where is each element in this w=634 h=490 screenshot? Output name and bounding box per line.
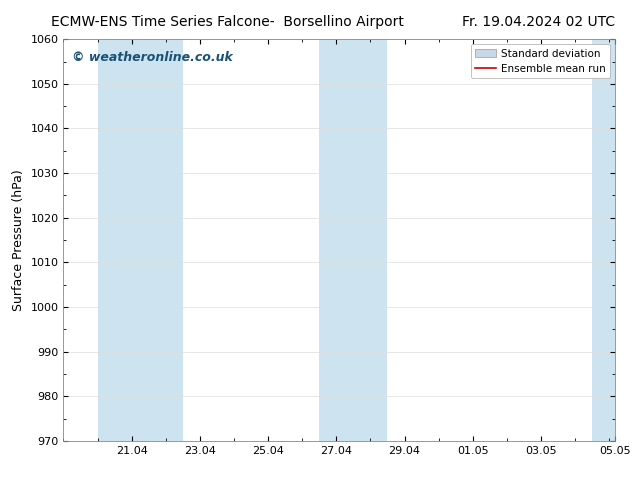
Bar bbox=[98, 39, 132, 441]
Bar bbox=[353, 39, 387, 441]
Text: Fr. 19.04.2024 02 UTC: Fr. 19.04.2024 02 UTC bbox=[462, 15, 615, 29]
Bar bbox=[132, 39, 183, 441]
Text: © weatheronline.co.uk: © weatheronline.co.uk bbox=[72, 51, 233, 64]
Text: ECMW-ENS Time Series Falcone-  Borsellino Airport: ECMW-ENS Time Series Falcone- Borsellino… bbox=[51, 15, 404, 29]
Legend: Standard deviation, Ensemble mean run: Standard deviation, Ensemble mean run bbox=[470, 45, 610, 78]
Bar bbox=[320, 39, 353, 441]
Bar bbox=[592, 39, 615, 441]
Y-axis label: Surface Pressure (hPa): Surface Pressure (hPa) bbox=[12, 169, 25, 311]
